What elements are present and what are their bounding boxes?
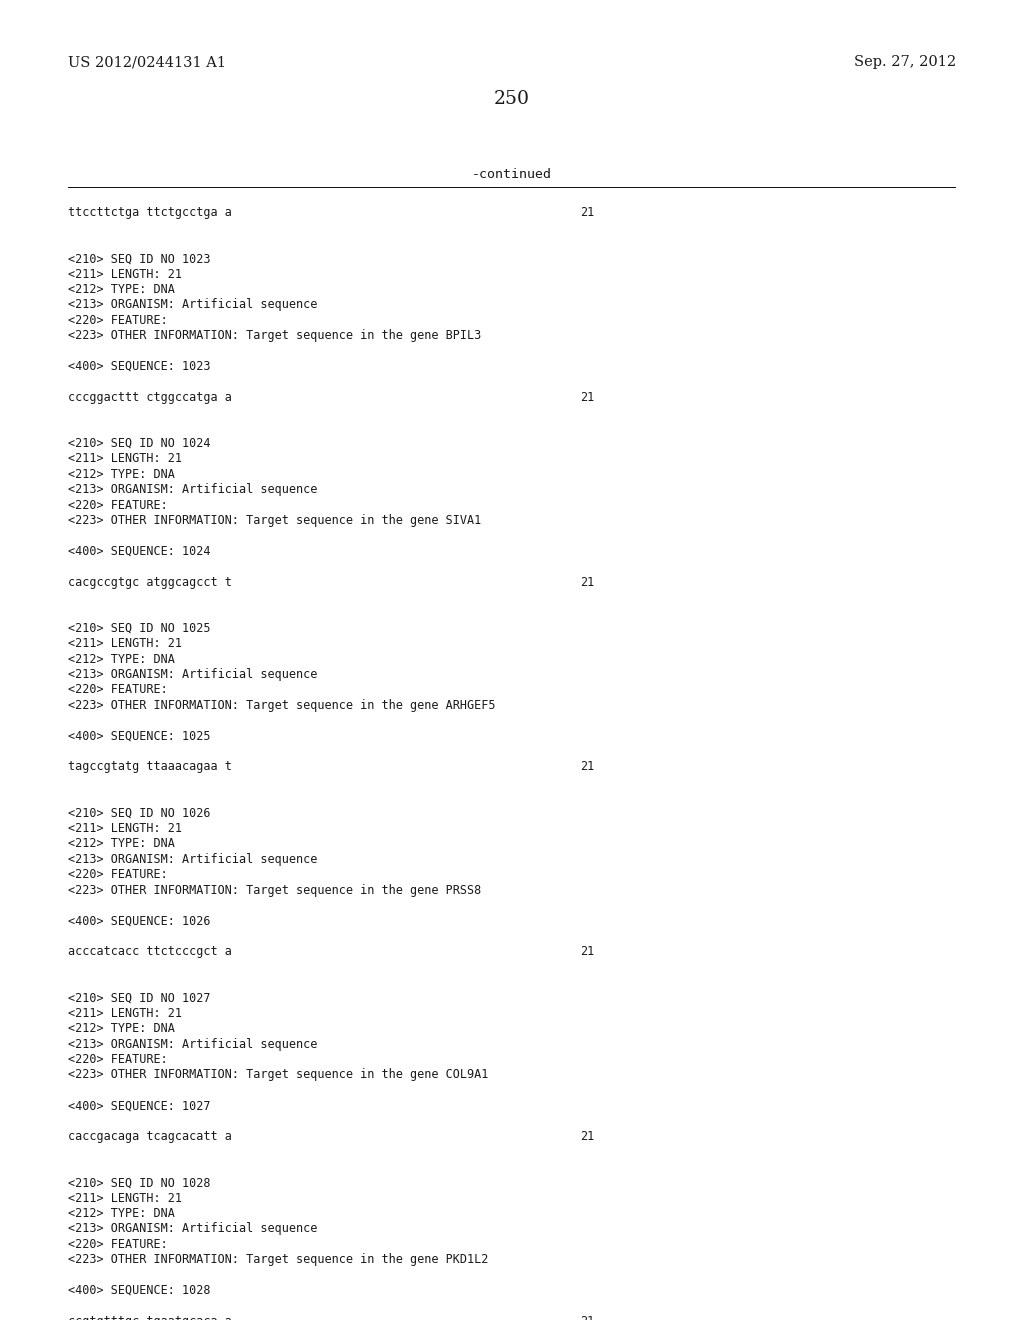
- Text: <213> ORGANISM: Artificial sequence: <213> ORGANISM: Artificial sequence: [68, 298, 317, 312]
- Text: ttccttctga ttctgcctga a: ttccttctga ttctgcctga a: [68, 206, 231, 219]
- Text: <213> ORGANISM: Artificial sequence: <213> ORGANISM: Artificial sequence: [68, 853, 317, 866]
- Text: 21: 21: [580, 1130, 594, 1143]
- Text: US 2012/0244131 A1: US 2012/0244131 A1: [68, 55, 226, 69]
- Text: <220> FEATURE:: <220> FEATURE:: [68, 869, 168, 882]
- Text: <220> FEATURE:: <220> FEATURE:: [68, 1238, 168, 1251]
- Text: <212> TYPE: DNA: <212> TYPE: DNA: [68, 467, 175, 480]
- Text: <223> OTHER INFORMATION: Target sequence in the gene SIVA1: <223> OTHER INFORMATION: Target sequence…: [68, 513, 481, 527]
- Text: 250: 250: [494, 90, 530, 108]
- Text: <400> SEQUENCE: 1027: <400> SEQUENCE: 1027: [68, 1100, 211, 1113]
- Text: <210> SEQ ID NO 1027: <210> SEQ ID NO 1027: [68, 991, 211, 1005]
- Text: <400> SEQUENCE: 1024: <400> SEQUENCE: 1024: [68, 545, 211, 558]
- Text: <210> SEQ ID NO 1026: <210> SEQ ID NO 1026: [68, 807, 211, 820]
- Text: <211> LENGTH: 21: <211> LENGTH: 21: [68, 268, 182, 281]
- Text: ccgtgtttgc tgaatgcaca a: ccgtgtttgc tgaatgcaca a: [68, 1315, 231, 1320]
- Text: tagccgtatg ttaaacagaa t: tagccgtatg ttaaacagaa t: [68, 760, 231, 774]
- Text: <223> OTHER INFORMATION: Target sequence in the gene ARHGEF5: <223> OTHER INFORMATION: Target sequence…: [68, 698, 496, 711]
- Text: <210> SEQ ID NO 1023: <210> SEQ ID NO 1023: [68, 252, 211, 265]
- Text: <400> SEQUENCE: 1026: <400> SEQUENCE: 1026: [68, 915, 211, 928]
- Text: <220> FEATURE:: <220> FEATURE:: [68, 684, 168, 697]
- Text: <220> FEATURE:: <220> FEATURE:: [68, 314, 168, 327]
- Text: <220> FEATURE:: <220> FEATURE:: [68, 499, 168, 512]
- Text: <211> LENGTH: 21: <211> LENGTH: 21: [68, 1007, 182, 1020]
- Text: caccgacaga tcagcacatt a: caccgacaga tcagcacatt a: [68, 1130, 231, 1143]
- Text: 21: 21: [580, 945, 594, 958]
- Text: <213> ORGANISM: Artificial sequence: <213> ORGANISM: Artificial sequence: [68, 668, 317, 681]
- Text: 21: 21: [580, 391, 594, 404]
- Text: <211> LENGTH: 21: <211> LENGTH: 21: [68, 1192, 182, 1205]
- Text: 21: 21: [580, 576, 594, 589]
- Text: <400> SEQUENCE: 1025: <400> SEQUENCE: 1025: [68, 730, 211, 743]
- Text: <213> ORGANISM: Artificial sequence: <213> ORGANISM: Artificial sequence: [68, 483, 317, 496]
- Text: <212> TYPE: DNA: <212> TYPE: DNA: [68, 282, 175, 296]
- Text: <223> OTHER INFORMATION: Target sequence in the gene COL9A1: <223> OTHER INFORMATION: Target sequence…: [68, 1068, 488, 1081]
- Text: -continued: -continued: [472, 168, 552, 181]
- Text: <210> SEQ ID NO 1025: <210> SEQ ID NO 1025: [68, 622, 211, 635]
- Text: <213> ORGANISM: Artificial sequence: <213> ORGANISM: Artificial sequence: [68, 1222, 317, 1236]
- Text: <220> FEATURE:: <220> FEATURE:: [68, 1053, 168, 1067]
- Text: <223> OTHER INFORMATION: Target sequence in the gene PKD1L2: <223> OTHER INFORMATION: Target sequence…: [68, 1253, 488, 1266]
- Text: <400> SEQUENCE: 1028: <400> SEQUENCE: 1028: [68, 1284, 211, 1298]
- Text: Sep. 27, 2012: Sep. 27, 2012: [854, 55, 956, 69]
- Text: <211> LENGTH: 21: <211> LENGTH: 21: [68, 822, 182, 836]
- Text: <211> LENGTH: 21: <211> LENGTH: 21: [68, 453, 182, 466]
- Text: cacgccgtgc atggcagcct t: cacgccgtgc atggcagcct t: [68, 576, 231, 589]
- Text: acccatcacc ttctcccgct a: acccatcacc ttctcccgct a: [68, 945, 231, 958]
- Text: <212> TYPE: DNA: <212> TYPE: DNA: [68, 1022, 175, 1035]
- Text: cccggacttt ctggccatga a: cccggacttt ctggccatga a: [68, 391, 231, 404]
- Text: <212> TYPE: DNA: <212> TYPE: DNA: [68, 652, 175, 665]
- Text: 21: 21: [580, 1315, 594, 1320]
- Text: <400> SEQUENCE: 1023: <400> SEQUENCE: 1023: [68, 360, 211, 374]
- Text: <210> SEQ ID NO 1024: <210> SEQ ID NO 1024: [68, 437, 211, 450]
- Text: <213> ORGANISM: Artificial sequence: <213> ORGANISM: Artificial sequence: [68, 1038, 317, 1051]
- Text: <210> SEQ ID NO 1028: <210> SEQ ID NO 1028: [68, 1176, 211, 1189]
- Text: <211> LENGTH: 21: <211> LENGTH: 21: [68, 638, 182, 651]
- Text: <223> OTHER INFORMATION: Target sequence in the gene PRSS8: <223> OTHER INFORMATION: Target sequence…: [68, 883, 481, 896]
- Text: <223> OTHER INFORMATION: Target sequence in the gene BPIL3: <223> OTHER INFORMATION: Target sequence…: [68, 329, 481, 342]
- Text: 21: 21: [580, 206, 594, 219]
- Text: 21: 21: [580, 760, 594, 774]
- Text: <212> TYPE: DNA: <212> TYPE: DNA: [68, 1206, 175, 1220]
- Text: <212> TYPE: DNA: <212> TYPE: DNA: [68, 837, 175, 850]
